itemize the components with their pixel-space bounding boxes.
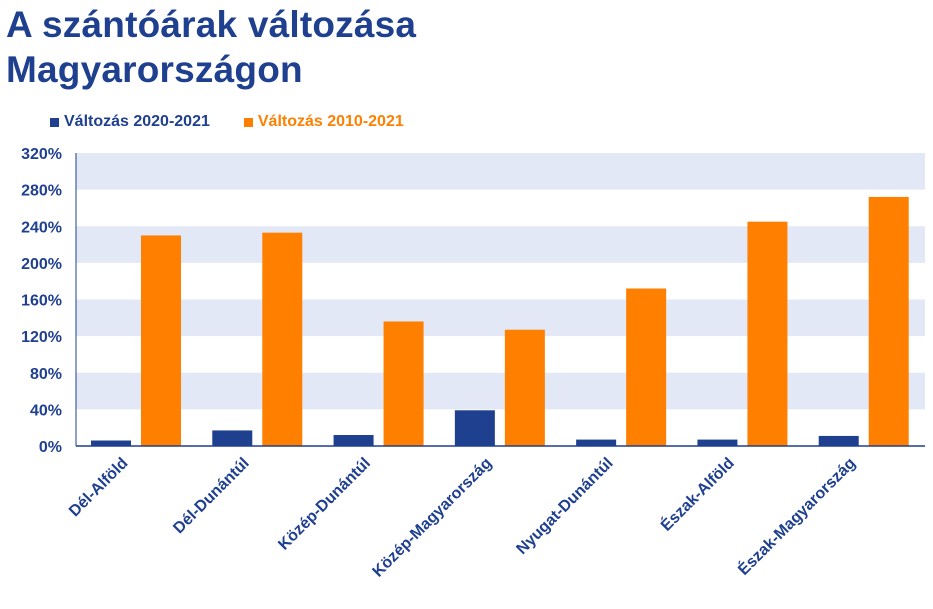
x-tick-label: Közép-Dunántúl (275, 455, 374, 554)
y-tick-label: 280% (21, 183, 62, 200)
axes (75, 153, 925, 447)
bar-series-2-4 (626, 288, 667, 446)
grid-band (76, 372, 925, 410)
legend-item-series-2: Változás 2010-2021 (243, 113, 404, 131)
y-tick-label: 120% (21, 329, 62, 346)
bar-series-1-1 (212, 430, 253, 446)
bar-series-2-1 (262, 232, 303, 446)
x-tick-label: Közép-Magyarország (370, 455, 496, 581)
x-tick-label: Észak-Alföld (657, 453, 738, 534)
grid-band (76, 226, 925, 263)
y-tick-label: 320% (21, 146, 62, 163)
y-tick-label: 200% (21, 256, 62, 273)
legend-label-series-2: Változás 2010-2021 (257, 113, 404, 130)
y-tick-label: 0% (39, 439, 62, 456)
chart-title: A szántóárak változása Magyarországon (6, 2, 416, 92)
bars (91, 196, 909, 446)
y-tick-labels: 0% 40% 80% 120% 160% 200% 240% 280% 320% (21, 146, 62, 456)
bar-series-2-2 (383, 321, 424, 446)
bar-series-2-5 (747, 221, 788, 446)
y-tick-label: 240% (21, 219, 62, 236)
bar-series-1-5 (697, 439, 738, 446)
y-tick-label: 160% (21, 293, 62, 310)
bar-series-1-3 (454, 410, 495, 446)
x-tick-labels: Dél-Alföld Dél-Dunántúl Közép-DunántúlKözé… (66, 453, 859, 580)
chart-title-line-2: Magyarországon (6, 49, 303, 90)
legend-swatch-series-2 (243, 117, 253, 127)
bar-series-2-6 (868, 196, 909, 446)
y-tick-label: 80% (30, 366, 62, 383)
grid-band (76, 299, 925, 337)
bar-series-2-0 (141, 235, 181, 446)
chart-title-line-1: A szántóárak változása (6, 4, 417, 45)
x-tick-label: Dél-Alföld (66, 455, 131, 520)
bar-series-1-2 (333, 435, 374, 446)
x-tick-label: Nyugat-Dunántúl (513, 455, 616, 558)
legend-item-series-1: Változás 2020-2021 (50, 113, 210, 131)
bar-series-1-4 (576, 439, 617, 446)
bar-series-1-0 (91, 440, 131, 446)
grid-bands (76, 153, 925, 410)
legend-swatch-series-1 (50, 117, 59, 127)
grid-band (76, 153, 925, 190)
bar-series-1-6 (818, 435, 859, 446)
y-tick-label: 40% (30, 402, 62, 419)
x-tick-label: Dél-Dunántúl (170, 455, 252, 537)
x-tick-label: Észak-Magyarország (734, 453, 859, 578)
legend-label-series-1: Változás 2020-2021 (64, 113, 210, 130)
legend: Változás 2020-2021 Változás 2010-2021 (50, 112, 438, 132)
bar-series-2-3 (504, 329, 545, 446)
